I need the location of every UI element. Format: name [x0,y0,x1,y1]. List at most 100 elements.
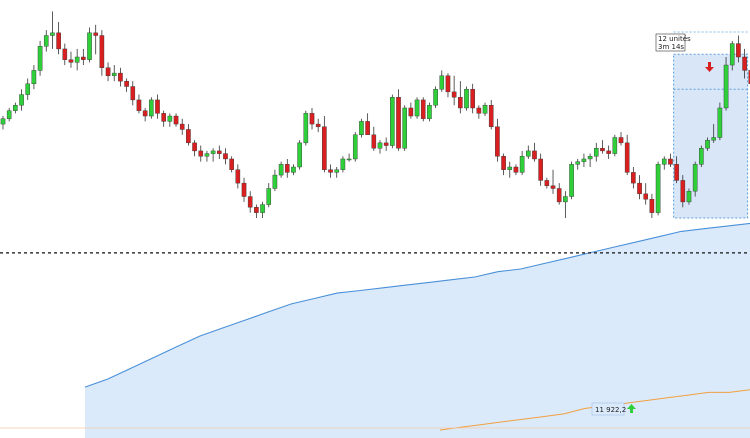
candle [352,132,358,162]
candle [31,65,37,90]
candle-body-down [544,180,550,186]
candle [229,156,234,173]
candle [686,188,692,205]
candle-body-up [43,35,49,47]
candle [50,11,55,49]
candle [13,102,18,114]
indicator-band [0,222,750,438]
candle-body-down [445,75,451,93]
candle-body-up [711,137,716,141]
candle-body-down [408,107,414,117]
candle-body-down [322,126,327,170]
candle [575,158,581,170]
candle [25,78,31,100]
candle [742,48,747,79]
candle-body-up [13,105,18,111]
candle-body-up [507,166,513,170]
candle-body-up [717,107,723,138]
candle [495,118,500,162]
candle-body-up [297,142,302,168]
candle [736,35,741,63]
candle-body-down [118,72,123,82]
candle [93,24,98,55]
candle-body-down [501,156,506,170]
candle-body-down [668,158,673,165]
candle [56,22,61,55]
candle-body-up [359,121,364,136]
candle-body-up [723,64,729,109]
candle-body-up [149,99,154,117]
candle-body-down [606,150,611,154]
candle [216,145,222,159]
candle-body-up [427,105,432,119]
candle [748,70,750,85]
candle-body-up [402,107,408,149]
candle-body-down [309,113,315,125]
measure-tool[interactable] [673,31,749,219]
candle [526,145,531,159]
candle [149,97,154,119]
candle-body-up [334,169,340,173]
candle-body-down [284,164,290,173]
candle [340,156,346,173]
candle-body-down [674,164,679,181]
candle-body-down [637,182,642,195]
candle [111,65,117,82]
candle [74,48,80,71]
candle [272,169,278,192]
candle [142,107,148,122]
candle [556,183,562,205]
candle [488,99,494,130]
candle [6,107,12,122]
candle-body-down [383,142,389,146]
candle-body-down [643,193,649,200]
candle [346,153,352,162]
candle [284,158,290,178]
candle-body-up [25,83,31,95]
candle [315,118,321,133]
candle-body-up [581,158,587,162]
candle [130,81,136,106]
candle-body-down [476,107,482,114]
annotations: 12 unités 3m 14s 11 922,2 [591,33,714,416]
candle-body-down [451,91,457,98]
band-upper-line [84,222,750,388]
candle-body-down [748,70,750,85]
candle-body-up [291,166,296,173]
candle [81,48,86,66]
candle-body-down [495,126,500,157]
candle-body-down [328,169,333,173]
candle [105,62,111,82]
candle [303,110,309,146]
candle [538,153,543,186]
candle [371,126,377,151]
candle [0,116,6,130]
candle [118,67,123,87]
price-tag-box [591,402,625,416]
candle-body-up [204,153,210,157]
candle [186,124,191,146]
candle-body-up [0,118,6,125]
candle-body-up [661,158,667,165]
candle [241,177,247,202]
candle [587,153,593,168]
candle [699,145,704,168]
candle [427,102,432,122]
band-fill [85,223,750,438]
candle [266,183,272,208]
candle-body-down [173,115,179,125]
candle-body-down [62,48,68,60]
candle-body-down [136,99,142,111]
candle [99,30,105,76]
candle-body-down [550,185,556,189]
candle-body-down [130,86,136,101]
candle [544,177,550,189]
candle-body-down [532,150,537,160]
measure-box[interactable] [673,53,749,219]
candle [458,81,463,114]
candle-body-up [729,43,735,66]
candle-body-up [575,161,581,165]
candle-body-up [19,94,24,106]
candle [606,145,611,159]
candle-body-up [278,164,284,176]
